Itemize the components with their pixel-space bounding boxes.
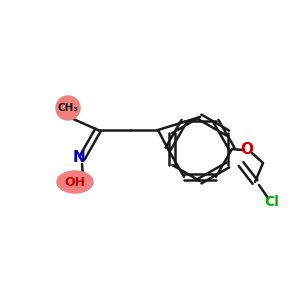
Text: CH₃: CH₃ [58,103,79,113]
Ellipse shape [57,171,93,193]
Text: OH: OH [64,176,86,188]
Text: O: O [241,142,254,158]
Text: Cl: Cl [265,195,279,209]
Circle shape [56,96,80,120]
Text: N: N [73,151,85,166]
